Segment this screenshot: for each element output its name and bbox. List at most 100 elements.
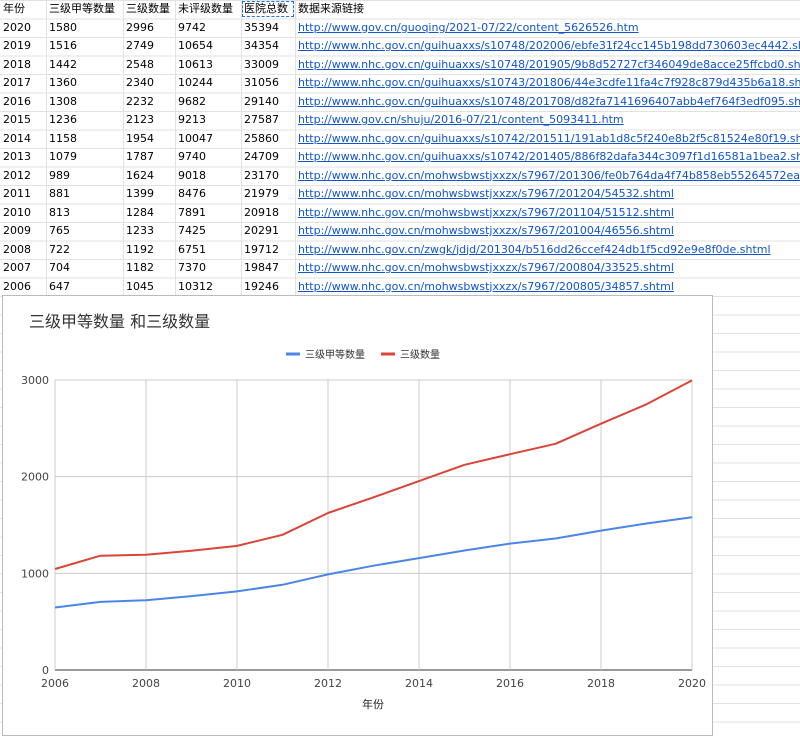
- x-tick-label: 2010: [223, 677, 251, 690]
- link-cell[interactable]: http://www.gov.cn/shuju/2016-07/21/conte…: [298, 113, 624, 126]
- cell: 1236: [49, 113, 77, 126]
- y-tick-label: 0: [42, 664, 49, 677]
- header-cell: 年份: [3, 2, 25, 15]
- cell: 2020: [3, 20, 31, 34]
- cell: 9740: [178, 150, 206, 163]
- cell: 1308: [49, 94, 77, 108]
- link-cell[interactable]: http://www.nhc.gov.cn/guihuaxxs/s10748/2…: [298, 39, 800, 52]
- x-tick-label: 2008: [132, 677, 160, 690]
- cell: 2340: [126, 76, 154, 89]
- cell: 9742: [178, 20, 206, 34]
- cell: 813: [49, 205, 70, 219]
- x-tick-label: 2012: [314, 677, 342, 690]
- cell: 989: [49, 168, 70, 182]
- chart: 三级甲等数量 和三级数量 年份 0 1000 2000 3000 2006 2008 201…: [2, 295, 713, 736]
- cell: 9018: [178, 168, 206, 182]
- cell: 2016: [3, 94, 31, 108]
- link-cell[interactable]: http://www.nhc.gov.cn/guihuaxxs/s10742/2…: [298, 150, 800, 163]
- cell: 20291: [244, 224, 279, 237]
- cell: 10654: [178, 39, 213, 52]
- header-cell: 未评级数量: [178, 2, 233, 15]
- link-cell[interactable]: http://www.nhc.gov.cn/guihuaxxs/s10743/2…: [298, 76, 800, 89]
- cell: 2013: [3, 150, 31, 163]
- y-tick-label: 2000: [21, 471, 49, 484]
- header-cell: 三级甲等数量: [49, 2, 115, 15]
- cell: 1516: [49, 39, 77, 52]
- cell: 10047: [178, 131, 213, 145]
- link-cell[interactable]: http://www.nhc.gov.cn/mohwsbwstjxxzx/s79…: [298, 224, 674, 237]
- cell: 2010: [3, 205, 31, 219]
- cell: 29140: [244, 94, 279, 108]
- legend-label: 三级数量: [400, 348, 440, 361]
- cell: 20918: [244, 205, 279, 219]
- x-tick-label: 2006: [41, 677, 69, 690]
- link-cell[interactable]: http://www.nhc.gov.cn/zwgk/jdjd/201304/b…: [298, 242, 771, 256]
- legend-label: 三级甲等数量: [305, 348, 365, 361]
- cell: 2015: [3, 113, 31, 126]
- cell: 1079: [49, 150, 77, 163]
- x-axis-label: 年份: [362, 697, 384, 711]
- cell: 34354: [244, 39, 279, 52]
- cell: 1442: [49, 57, 77, 71]
- y-tick-label: 3000: [21, 374, 49, 387]
- cell: 722: [49, 242, 70, 256]
- cell: 1399: [126, 187, 154, 200]
- y-tick-label: 1000: [21, 567, 49, 580]
- cell: 31056: [244, 76, 279, 89]
- cell: 881: [49, 187, 70, 200]
- link-cell[interactable]: http://www.nhc.gov.cn/guihuaxxs/s10748/2…: [298, 57, 800, 71]
- link-cell[interactable]: http://www.nhc.gov.cn/mohwsbwstjxxzx/s79…: [298, 261, 674, 274]
- cell: 10244: [178, 76, 213, 89]
- cell: 2019: [3, 39, 31, 52]
- series-line: [54, 516, 693, 609]
- header-cell: 数据来源链接: [298, 2, 364, 15]
- cell: 6751: [178, 242, 206, 256]
- cell: 2996: [126, 20, 154, 34]
- cell: 2017: [3, 76, 31, 89]
- header-cell: 医院总数: [241, 0, 295, 18]
- cell: 1360: [49, 76, 77, 89]
- cell: 9682: [178, 94, 206, 108]
- cell: 9213: [178, 113, 206, 126]
- link-cell[interactable]: http://www.nhc.gov.cn/guihuaxxs/s10748/2…: [298, 94, 800, 108]
- cell: 1192: [126, 242, 154, 256]
- cell: 19246: [244, 279, 279, 293]
- cell: 2123: [126, 113, 154, 126]
- cell: 10613: [178, 57, 213, 71]
- cell: 1954: [126, 131, 154, 145]
- cell: 23170: [244, 168, 279, 182]
- cell: 2006: [3, 279, 31, 293]
- link-cell[interactable]: http://www.nhc.gov.cn/mohwsbwstjxxzx/s79…: [298, 187, 674, 200]
- link-cell[interactable]: http://www.nhc.gov.cn/mohwsbwstjxxzx/s79…: [298, 205, 674, 219]
- cell: 27587: [244, 113, 279, 126]
- link-cell[interactable]: http://www.gov.cn/guoqing/2021-07/22/con…: [298, 20, 639, 34]
- cell: 2014: [3, 131, 31, 145]
- cell: 2007: [3, 261, 31, 274]
- cell: 19712: [244, 242, 279, 256]
- link-cell[interactable]: http://www.nhc.gov.cn/guihuaxxs/s10742/2…: [298, 131, 800, 145]
- cell: 1580: [49, 20, 77, 34]
- cell: 1624: [126, 168, 154, 182]
- cell: 2018: [3, 57, 31, 71]
- cell: 2009: [3, 224, 31, 237]
- x-tick-label: 2014: [405, 677, 433, 690]
- cell: 33009: [244, 57, 279, 71]
- cell: 7891: [178, 205, 206, 219]
- cell: 25860: [244, 131, 279, 145]
- header-cell: 三级数量: [126, 2, 170, 15]
- cell: 35394: [244, 20, 279, 34]
- cell: 2012: [3, 168, 31, 182]
- x-tick-label: 2016: [496, 677, 524, 690]
- cell: 1045: [126, 279, 154, 293]
- cell: 21979: [244, 187, 279, 200]
- cell: 1233: [126, 224, 154, 237]
- cell: 704: [49, 261, 70, 274]
- cell: 2008: [3, 242, 31, 256]
- link-cell[interactable]: http://www.nhc.gov.cn/mohwsbwstjxxzx/s79…: [298, 279, 674, 293]
- cell: 2011: [3, 187, 31, 200]
- cell: 24709: [244, 150, 279, 163]
- cell: 8476: [178, 187, 206, 200]
- cell: 2749: [126, 39, 154, 52]
- cell: 2548: [126, 57, 154, 71]
- link-cell[interactable]: http://www.nhc.gov.cn/mohwsbwstjxxzx/s79…: [298, 168, 800, 182]
